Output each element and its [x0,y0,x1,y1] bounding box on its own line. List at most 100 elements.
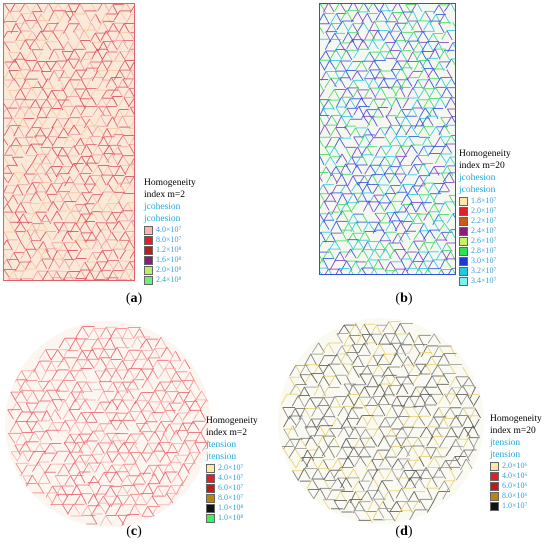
mesh-segment [32,31,39,41]
mesh-segment [445,446,453,457]
mesh-segment [31,87,38,97]
mesh-segment [8,90,15,101]
mesh-segment [330,221,337,232]
legend-value: 4.0×10⁷ [156,225,182,234]
mesh-segment [322,435,329,448]
legend-label: jcohesion [144,202,181,212]
mesh-segment [73,59,80,70]
mesh-segment [154,430,161,441]
mesh-segment [280,394,288,405]
mesh-segment [402,332,410,344]
mesh-segment [346,376,353,388]
mesh-segment [57,357,65,368]
mesh-segment [41,270,49,281]
mesh-segment [445,229,451,240]
mesh-segment [361,109,367,119]
mesh-segment [374,213,382,223]
mesh-segment [182,422,190,435]
mesh-segment [52,21,59,32]
mesh-segment [71,359,78,370]
mesh-segment [16,401,24,413]
mesh-segment [382,321,390,333]
mesh-segment [406,445,413,458]
mesh-segment [135,431,143,442]
mesh-segment [132,483,141,495]
mesh-segment [200,422,208,433]
mesh-segment [153,450,161,463]
mesh-segment [408,136,415,146]
mesh-segment [335,446,343,458]
mesh-segment [340,60,347,71]
mesh-segment [31,420,38,432]
legend-value: 6.0×10⁷ [218,483,244,492]
mesh-segment [107,23,114,34]
mesh-segment [428,98,436,109]
mesh-segment [25,143,32,155]
mesh-segment [111,40,118,51]
mesh-segment [379,51,386,61]
mesh-segment [298,386,305,399]
mesh-segment [443,407,451,418]
mesh-segment [455,376,462,388]
mesh-segment [91,49,98,60]
mesh-segment [28,451,35,462]
mesh-segment [445,387,453,398]
mesh-segment [378,489,386,501]
mesh-segment [104,277,107,281]
mesh-segment [6,117,13,128]
mesh-segment [97,145,105,156]
mesh-segment [45,183,52,195]
mesh-segment [310,457,318,468]
mesh-segment [339,163,346,175]
mesh-network-b [319,3,456,275]
mesh-segment [81,505,89,516]
mesh-segment [421,202,428,212]
mesh-segment [355,60,362,71]
mesh-segment [14,88,21,99]
mesh-segment [443,156,451,168]
mesh-segment [416,3,423,12]
mesh-segment [15,231,22,243]
mesh-segment [373,77,380,88]
mesh-segment [139,493,148,505]
mesh-segment [400,356,409,368]
mesh-segment [347,192,354,204]
mesh-segment [455,394,462,405]
mesh-background [319,3,456,275]
legend-swatch [206,473,215,483]
mesh-segment [333,89,341,101]
mesh-segment [73,368,81,380]
mesh-segment [446,213,454,224]
mesh-segment [45,108,52,118]
mesh-segment [340,50,347,61]
legend-entry: 2.6×10⁷ [459,236,511,246]
mesh-segment [140,452,147,463]
legend-value: 2.6×10⁷ [471,236,497,245]
mesh-segment [395,98,402,109]
legend-value: 1.0×10⁸ [218,503,244,512]
mesh-segment [29,191,37,202]
mesh-segment [75,338,83,351]
legend-swatch [206,493,215,503]
mesh-segment [385,125,391,135]
mesh-segment [419,394,426,405]
mesh-segment [151,360,158,370]
mesh-segment [370,268,375,275]
mesh-segment [29,203,36,214]
mesh-segment [328,211,335,222]
mesh-segment [103,391,110,403]
mesh-segment [97,472,105,483]
mesh-segment [407,87,414,98]
mesh-segment [359,456,367,467]
mesh-segment [19,145,26,155]
mesh-segment [374,240,380,251]
mesh-segment [323,469,331,481]
mesh-segment [118,452,126,463]
mesh-segment [61,51,68,62]
mesh-segment [50,210,58,221]
mesh-segment [429,14,437,25]
mesh-segment [346,39,353,49]
mesh-segment [49,379,56,390]
mesh-segment [123,494,131,505]
mesh-segment [366,375,374,388]
